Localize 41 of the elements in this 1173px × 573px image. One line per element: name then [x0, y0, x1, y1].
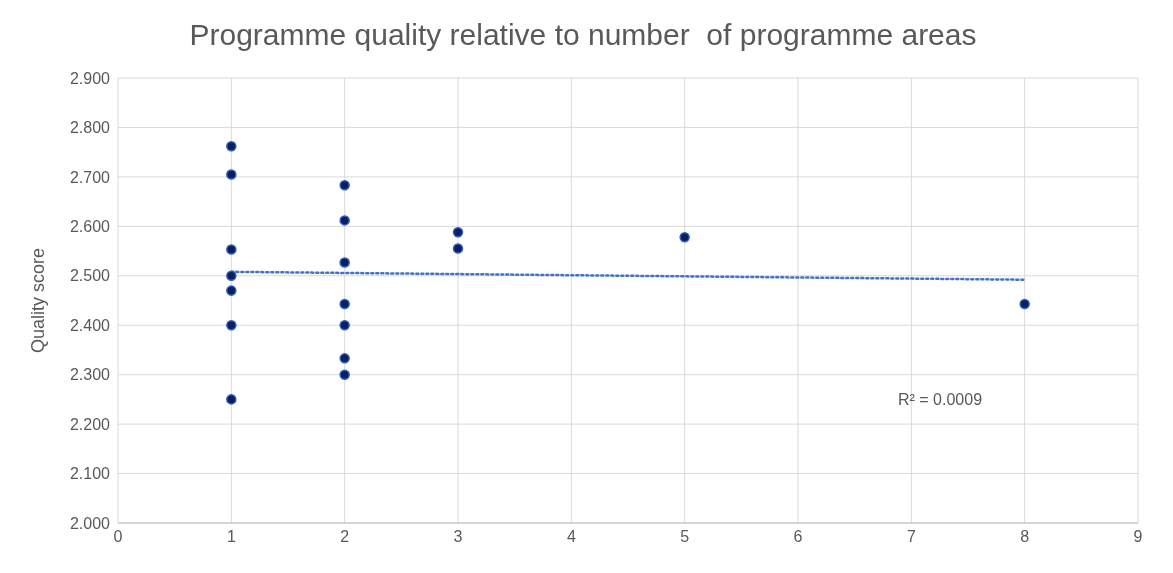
point [226, 285, 237, 296]
x-tick-label: 1 [226, 528, 236, 546]
y-tick-label: 2.000 [69, 514, 111, 532]
annotation: R² = 0.0009 [898, 391, 983, 409]
x-tick-label: 9 [1133, 528, 1143, 546]
x-tick-label: 0 [113, 528, 123, 546]
point [226, 140, 237, 152]
point [339, 257, 350, 268]
point [452, 243, 464, 254]
point [226, 270, 237, 282]
y-axis-title: Quality score [28, 247, 49, 354]
x-tick-label: 2 [340, 528, 350, 546]
point [679, 231, 690, 243]
point [339, 180, 350, 191]
x-tick-label: 5 [680, 528, 690, 546]
x-tick-label: 6 [793, 528, 803, 546]
chart-title: Programme quality relative to number of programme areas [188, 17, 978, 53]
y-tick-label: 2.700 [69, 168, 111, 186]
y-tick-label: 2.100 [69, 465, 111, 483]
x-tick-label: 3 [453, 528, 463, 546]
point [339, 369, 350, 380]
point [339, 215, 350, 226]
y-tick-label: 2.300 [69, 366, 111, 384]
point [452, 227, 464, 238]
y-tick-label: 2.600 [69, 218, 111, 236]
x-tick-label: 7 [906, 528, 916, 546]
point [226, 319, 237, 331]
point [226, 169, 237, 180]
y-tick-label: 2.900 [69, 69, 111, 87]
y-tick-label: 2.200 [69, 415, 111, 433]
y-tick-label: 2.500 [69, 267, 111, 285]
x-tick-label: 8 [1020, 528, 1030, 546]
point [1019, 298, 1030, 310]
point [226, 244, 237, 255]
y-tick-label: 2.800 [69, 119, 111, 137]
y-tick-label: 2.400 [69, 316, 111, 334]
point [339, 319, 350, 331]
point [226, 394, 237, 405]
point [339, 298, 350, 310]
x-tick-label: 4 [566, 528, 576, 546]
point [339, 353, 350, 364]
